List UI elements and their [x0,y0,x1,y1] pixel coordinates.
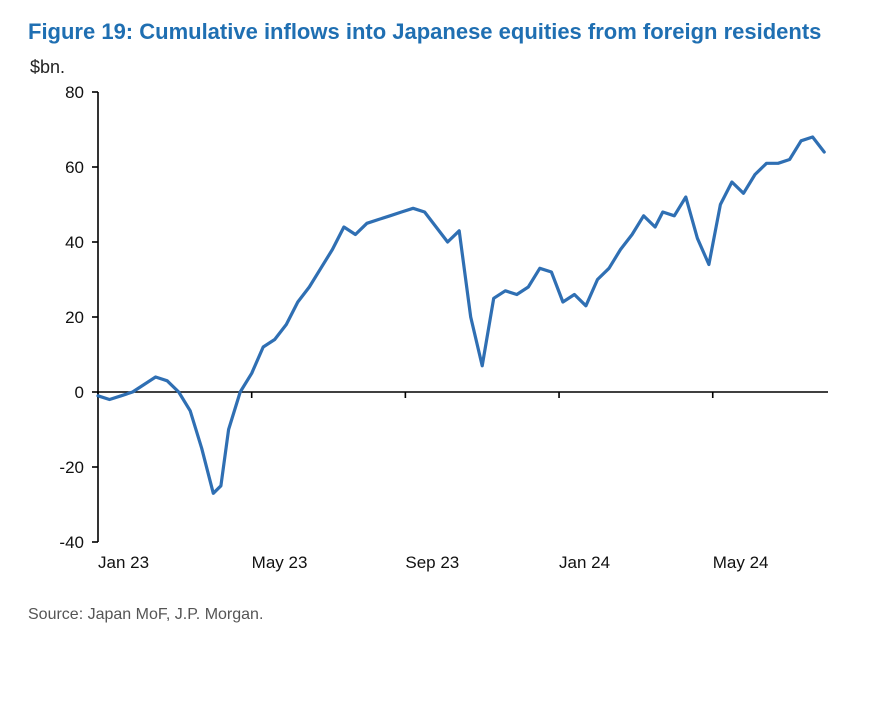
chart-area: -40 -20 0 20 40 60 80 Jan 23 May 23 Sep 23 Jan 24 M… [28,82,848,592]
y-tick-label: -40 [59,533,84,552]
y-axis-unit-label: $bn. [30,57,850,78]
x-tick-label: Jan 23 [98,553,149,572]
line-chart-svg: -40 -20 0 20 40 60 80 Jan 23 May 23 Sep 23 Jan 24 M… [28,82,848,592]
x-tick-label: May 24 [713,553,769,572]
figure-source: Source: Japan MoF, J.P. Morgan. [28,606,850,624]
figure-title: Figure 19: Cumulative inflows into Japan… [28,18,850,47]
x-tick-label: Sep 23 [405,553,459,572]
y-tick-label: 60 [65,158,84,177]
y-tick-label: 40 [65,233,84,252]
x-tick-label: May 23 [252,553,308,572]
data-series-line [98,137,824,493]
y-tick-label: -20 [59,458,84,477]
y-tick-label: 20 [65,308,84,327]
y-tick-label: 80 [65,83,84,102]
y-tick-label: 0 [75,383,84,402]
figure-container: Figure 19: Cumulative inflows into Japan… [0,0,878,714]
x-tick-label: Jan 24 [559,553,610,572]
